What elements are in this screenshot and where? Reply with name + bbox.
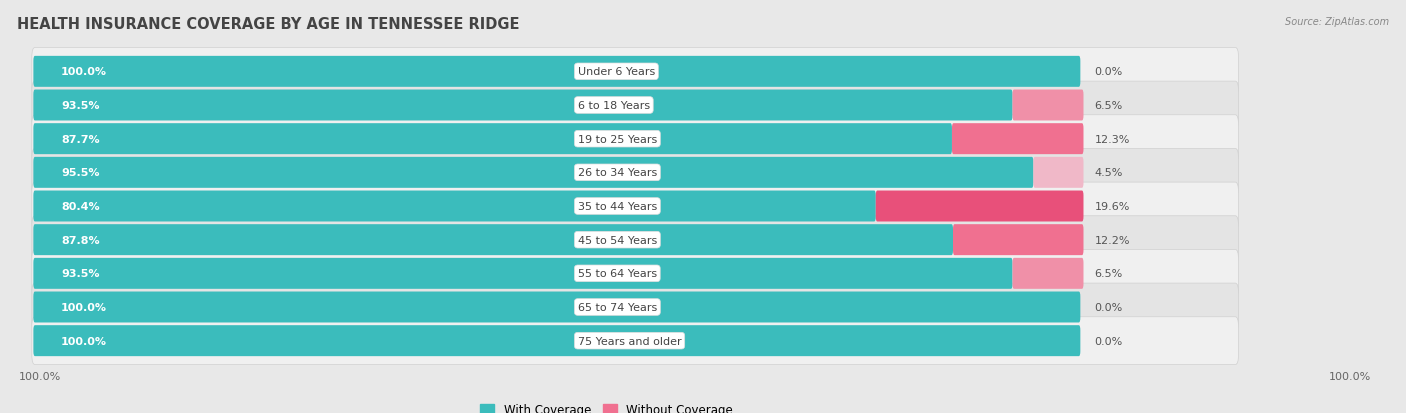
Text: 45 to 54 Years: 45 to 54 Years	[578, 235, 657, 245]
FancyBboxPatch shape	[34, 258, 1012, 289]
Text: 0.0%: 0.0%	[1094, 336, 1123, 346]
Text: 100.0%: 100.0%	[60, 67, 107, 77]
Legend: With Coverage, Without Coverage: With Coverage, Without Coverage	[475, 398, 738, 413]
FancyBboxPatch shape	[32, 216, 1239, 264]
FancyBboxPatch shape	[32, 283, 1239, 331]
FancyBboxPatch shape	[34, 325, 1080, 356]
Text: 55 to 64 Years: 55 to 64 Years	[578, 269, 657, 279]
Text: 87.7%: 87.7%	[60, 134, 100, 144]
Text: 6.5%: 6.5%	[1094, 101, 1123, 111]
Text: 0.0%: 0.0%	[1094, 67, 1123, 77]
Text: 35 to 44 Years: 35 to 44 Years	[578, 202, 657, 211]
FancyBboxPatch shape	[32, 183, 1239, 230]
Text: HEALTH INSURANCE COVERAGE BY AGE IN TENNESSEE RIDGE: HEALTH INSURANCE COVERAGE BY AGE IN TENN…	[17, 17, 519, 31]
FancyBboxPatch shape	[32, 48, 1239, 96]
Text: 12.2%: 12.2%	[1094, 235, 1130, 245]
Text: 4.5%: 4.5%	[1094, 168, 1123, 178]
FancyBboxPatch shape	[34, 57, 1080, 88]
FancyBboxPatch shape	[34, 225, 953, 256]
Text: 100.0%: 100.0%	[60, 302, 107, 312]
Text: 87.8%: 87.8%	[60, 235, 100, 245]
Text: Under 6 Years: Under 6 Years	[578, 67, 655, 77]
FancyBboxPatch shape	[1033, 157, 1084, 188]
Text: 100.0%: 100.0%	[1329, 371, 1371, 381]
FancyBboxPatch shape	[952, 124, 1084, 155]
Text: 93.5%: 93.5%	[60, 269, 100, 279]
FancyBboxPatch shape	[876, 191, 1084, 222]
FancyBboxPatch shape	[34, 191, 876, 222]
Text: 80.4%: 80.4%	[60, 202, 100, 211]
FancyBboxPatch shape	[32, 82, 1239, 130]
FancyBboxPatch shape	[1012, 258, 1084, 289]
Text: 19 to 25 Years: 19 to 25 Years	[578, 134, 657, 144]
Text: 0.0%: 0.0%	[1094, 302, 1123, 312]
Text: 19.6%: 19.6%	[1094, 202, 1130, 211]
Text: 12.3%: 12.3%	[1094, 134, 1130, 144]
Text: 6 to 18 Years: 6 to 18 Years	[578, 101, 650, 111]
FancyBboxPatch shape	[32, 317, 1239, 365]
FancyBboxPatch shape	[953, 225, 1084, 256]
Text: 93.5%: 93.5%	[60, 101, 100, 111]
Text: 75 Years and older: 75 Years and older	[578, 336, 682, 346]
FancyBboxPatch shape	[32, 250, 1239, 297]
Text: 6.5%: 6.5%	[1094, 269, 1123, 279]
Text: 65 to 74 Years: 65 to 74 Years	[578, 302, 657, 312]
FancyBboxPatch shape	[34, 157, 1033, 188]
FancyBboxPatch shape	[32, 116, 1239, 163]
Text: 95.5%: 95.5%	[60, 168, 100, 178]
FancyBboxPatch shape	[34, 90, 1012, 121]
Text: 100.0%: 100.0%	[60, 336, 107, 346]
FancyBboxPatch shape	[34, 124, 952, 155]
Text: 26 to 34 Years: 26 to 34 Years	[578, 168, 657, 178]
Text: 100.0%: 100.0%	[20, 371, 62, 381]
FancyBboxPatch shape	[1012, 90, 1084, 121]
Text: Source: ZipAtlas.com: Source: ZipAtlas.com	[1285, 17, 1389, 26]
FancyBboxPatch shape	[34, 292, 1080, 323]
FancyBboxPatch shape	[32, 149, 1239, 197]
